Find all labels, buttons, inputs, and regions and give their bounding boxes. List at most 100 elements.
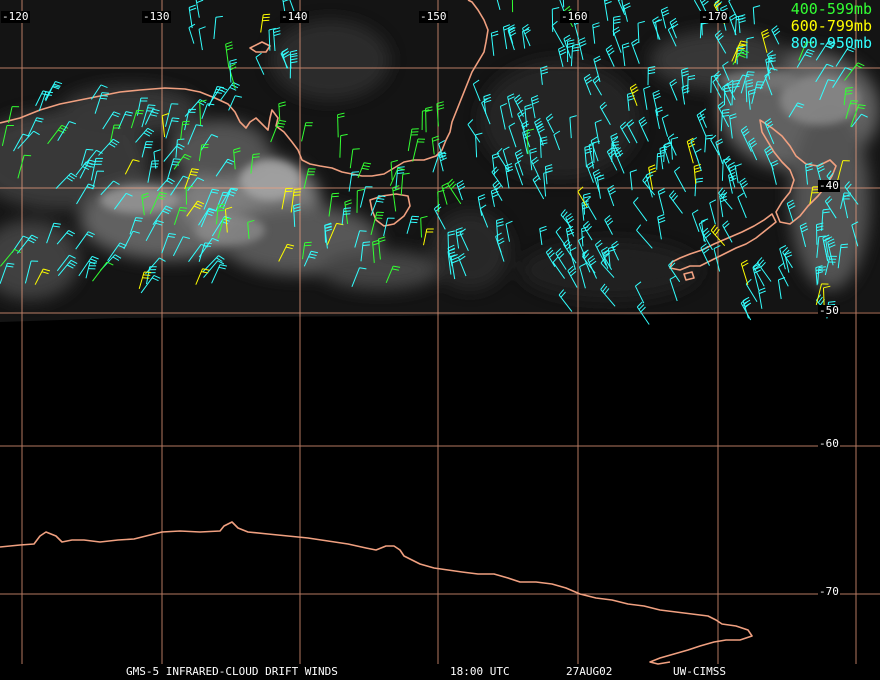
wind-barb [638,120,649,142]
wind-barb-feather [746,74,754,76]
wind-barb-feather [359,230,367,232]
wind-barb-feather [714,0,720,4]
wind-barb [420,217,422,238]
wind-barb-feather [694,169,702,173]
wind-barb-feather [505,220,513,225]
wind-barb-feather [607,47,614,53]
wind-barb [124,159,134,175]
wind-barb-feather [583,195,591,199]
wind-barb-feather [450,254,458,258]
wind-barb [583,78,592,96]
wind-barb-feather [723,158,731,161]
wind-barb-feather [340,133,348,137]
wind-barb [670,139,673,160]
wind-barb-feather [728,174,736,179]
wind-barb-feather [552,256,559,263]
wind-barb-feather [343,207,352,209]
wind-barb-feather [278,101,286,105]
wind-barb-feather [167,235,175,238]
wind-barb [507,30,515,51]
lon-label-160: -160 [560,10,589,23]
wind-barb [823,240,829,262]
wind-barb-feather [506,168,514,173]
wind-barb-feather [670,192,677,199]
wind-barb-feather [823,237,831,242]
wind-barb-feather [759,290,766,295]
wind-barb-feather [826,63,834,68]
wind-barb-feather [746,85,754,88]
wind-barb [629,172,633,191]
wind-barb-feather [503,24,511,28]
wind-barb-feather [748,88,756,92]
wind-barb-feather [624,5,631,10]
wind-barb-feather [682,73,689,77]
wind-barb-feather [788,205,796,210]
wind-barb-feather [566,225,574,230]
wind-barb-feather [701,245,709,251]
wind-barb-feather [712,77,719,83]
wind-barb-feather [377,197,385,200]
wind-barb-feather [344,199,352,203]
wind-barb [163,143,179,162]
wind-barb [569,117,572,139]
wind-barb-feather [337,112,345,116]
wind-barb-feather [41,93,49,96]
wind-barb-feather [495,185,502,191]
wind-barb-feather [304,241,312,244]
wind-barb [555,253,567,270]
wind-barb-feather [467,119,474,125]
wind-barb [432,152,440,173]
wind-barb [102,111,115,130]
wind-barb [529,150,533,171]
wind-barb-feather [627,97,635,101]
wind-barb-feather [217,209,225,212]
wind-barb-feather [451,256,459,261]
wind-barb-feather [717,101,724,107]
wind-barb-feather [148,104,156,106]
wind-barb-feather [692,209,699,214]
wind-barb-feather [397,166,405,168]
wind-barb-feather [57,129,65,134]
wind-barb-feather [106,261,114,266]
wind-barb [825,239,829,258]
wind-barb [734,45,739,64]
wind-barb-feather [730,16,737,21]
wind-barb-feather [229,66,237,71]
wind-barb-feather [817,296,823,303]
wind-barb-feather [613,21,621,24]
wind-barb [293,205,296,227]
wind-barb-feather [628,121,635,128]
wind-barb-feather [607,184,614,190]
wind-barb [751,81,758,104]
wind-barb-feather [437,107,445,111]
wind-barb [233,149,236,170]
wind-barb-feather [568,268,575,274]
wind-barb-feather [495,232,502,237]
wind-barb [100,180,114,196]
wind-barb-feather [508,122,516,127]
wind-barb-feather [768,57,776,60]
wind-barb-feather [492,179,499,186]
wind-barb-feather [68,230,76,235]
wind-barb [669,279,678,302]
wind-barb-feather [567,231,575,236]
wind-barb-feather [304,244,312,247]
wind-barb-feather [601,104,608,110]
wind-barb-feather [438,151,446,156]
wind-barb-feather [282,51,289,57]
wind-barb-feather [100,94,108,97]
legend-400-599mb: 400-599mb [790,0,872,18]
wind-barb-feather [442,185,450,190]
wind-barb-feather [273,27,281,31]
wind-barb-feather [670,20,678,26]
wind-barb-feather [290,61,298,64]
wind-barb-feather [846,48,854,53]
wind-barb-feather [758,259,765,266]
wind-barb [504,165,510,189]
wind-barb-feather [742,300,749,307]
wind-barb [815,283,822,306]
wind-barb [505,223,510,242]
wind-barb-feather [233,82,240,86]
wind-barb [477,197,483,216]
wind-barb-feather [655,106,663,111]
